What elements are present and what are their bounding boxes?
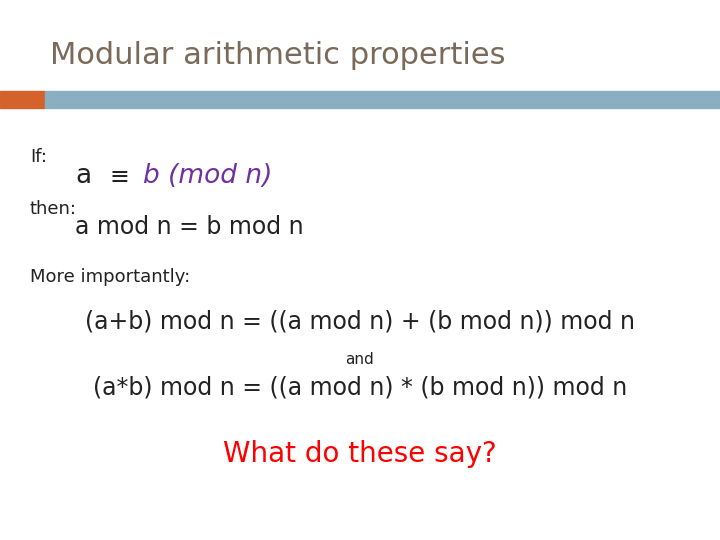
Text: a: a [75, 163, 91, 189]
Text: then:: then: [30, 200, 77, 218]
Text: If:: If: [30, 148, 47, 166]
Bar [45, 91, 720, 108]
Text: (a*b) mod n = ((a mod n) * (b mod n)) mod n: (a*b) mod n = ((a mod n) * (b mod n)) mo… [93, 375, 627, 399]
Text: What do these say?: What do these say? [223, 440, 497, 468]
Text: More importantly:: More importantly: [30, 268, 190, 286]
Text: Modular arithmetic properties: Modular arithmetic properties [50, 40, 505, 70]
Text: and: and [346, 352, 374, 367]
Text: a mod n = b mod n: a mod n = b mod n [75, 215, 304, 239]
Text: ≡: ≡ [110, 165, 130, 189]
Bar [0, 91, 45, 108]
Text: b (mod n): b (mod n) [143, 163, 272, 189]
Text: (a+b) mod n = ((a mod n) + (b mod n)) mod n: (a+b) mod n = ((a mod n) + (b mod n)) mo… [85, 310, 635, 334]
